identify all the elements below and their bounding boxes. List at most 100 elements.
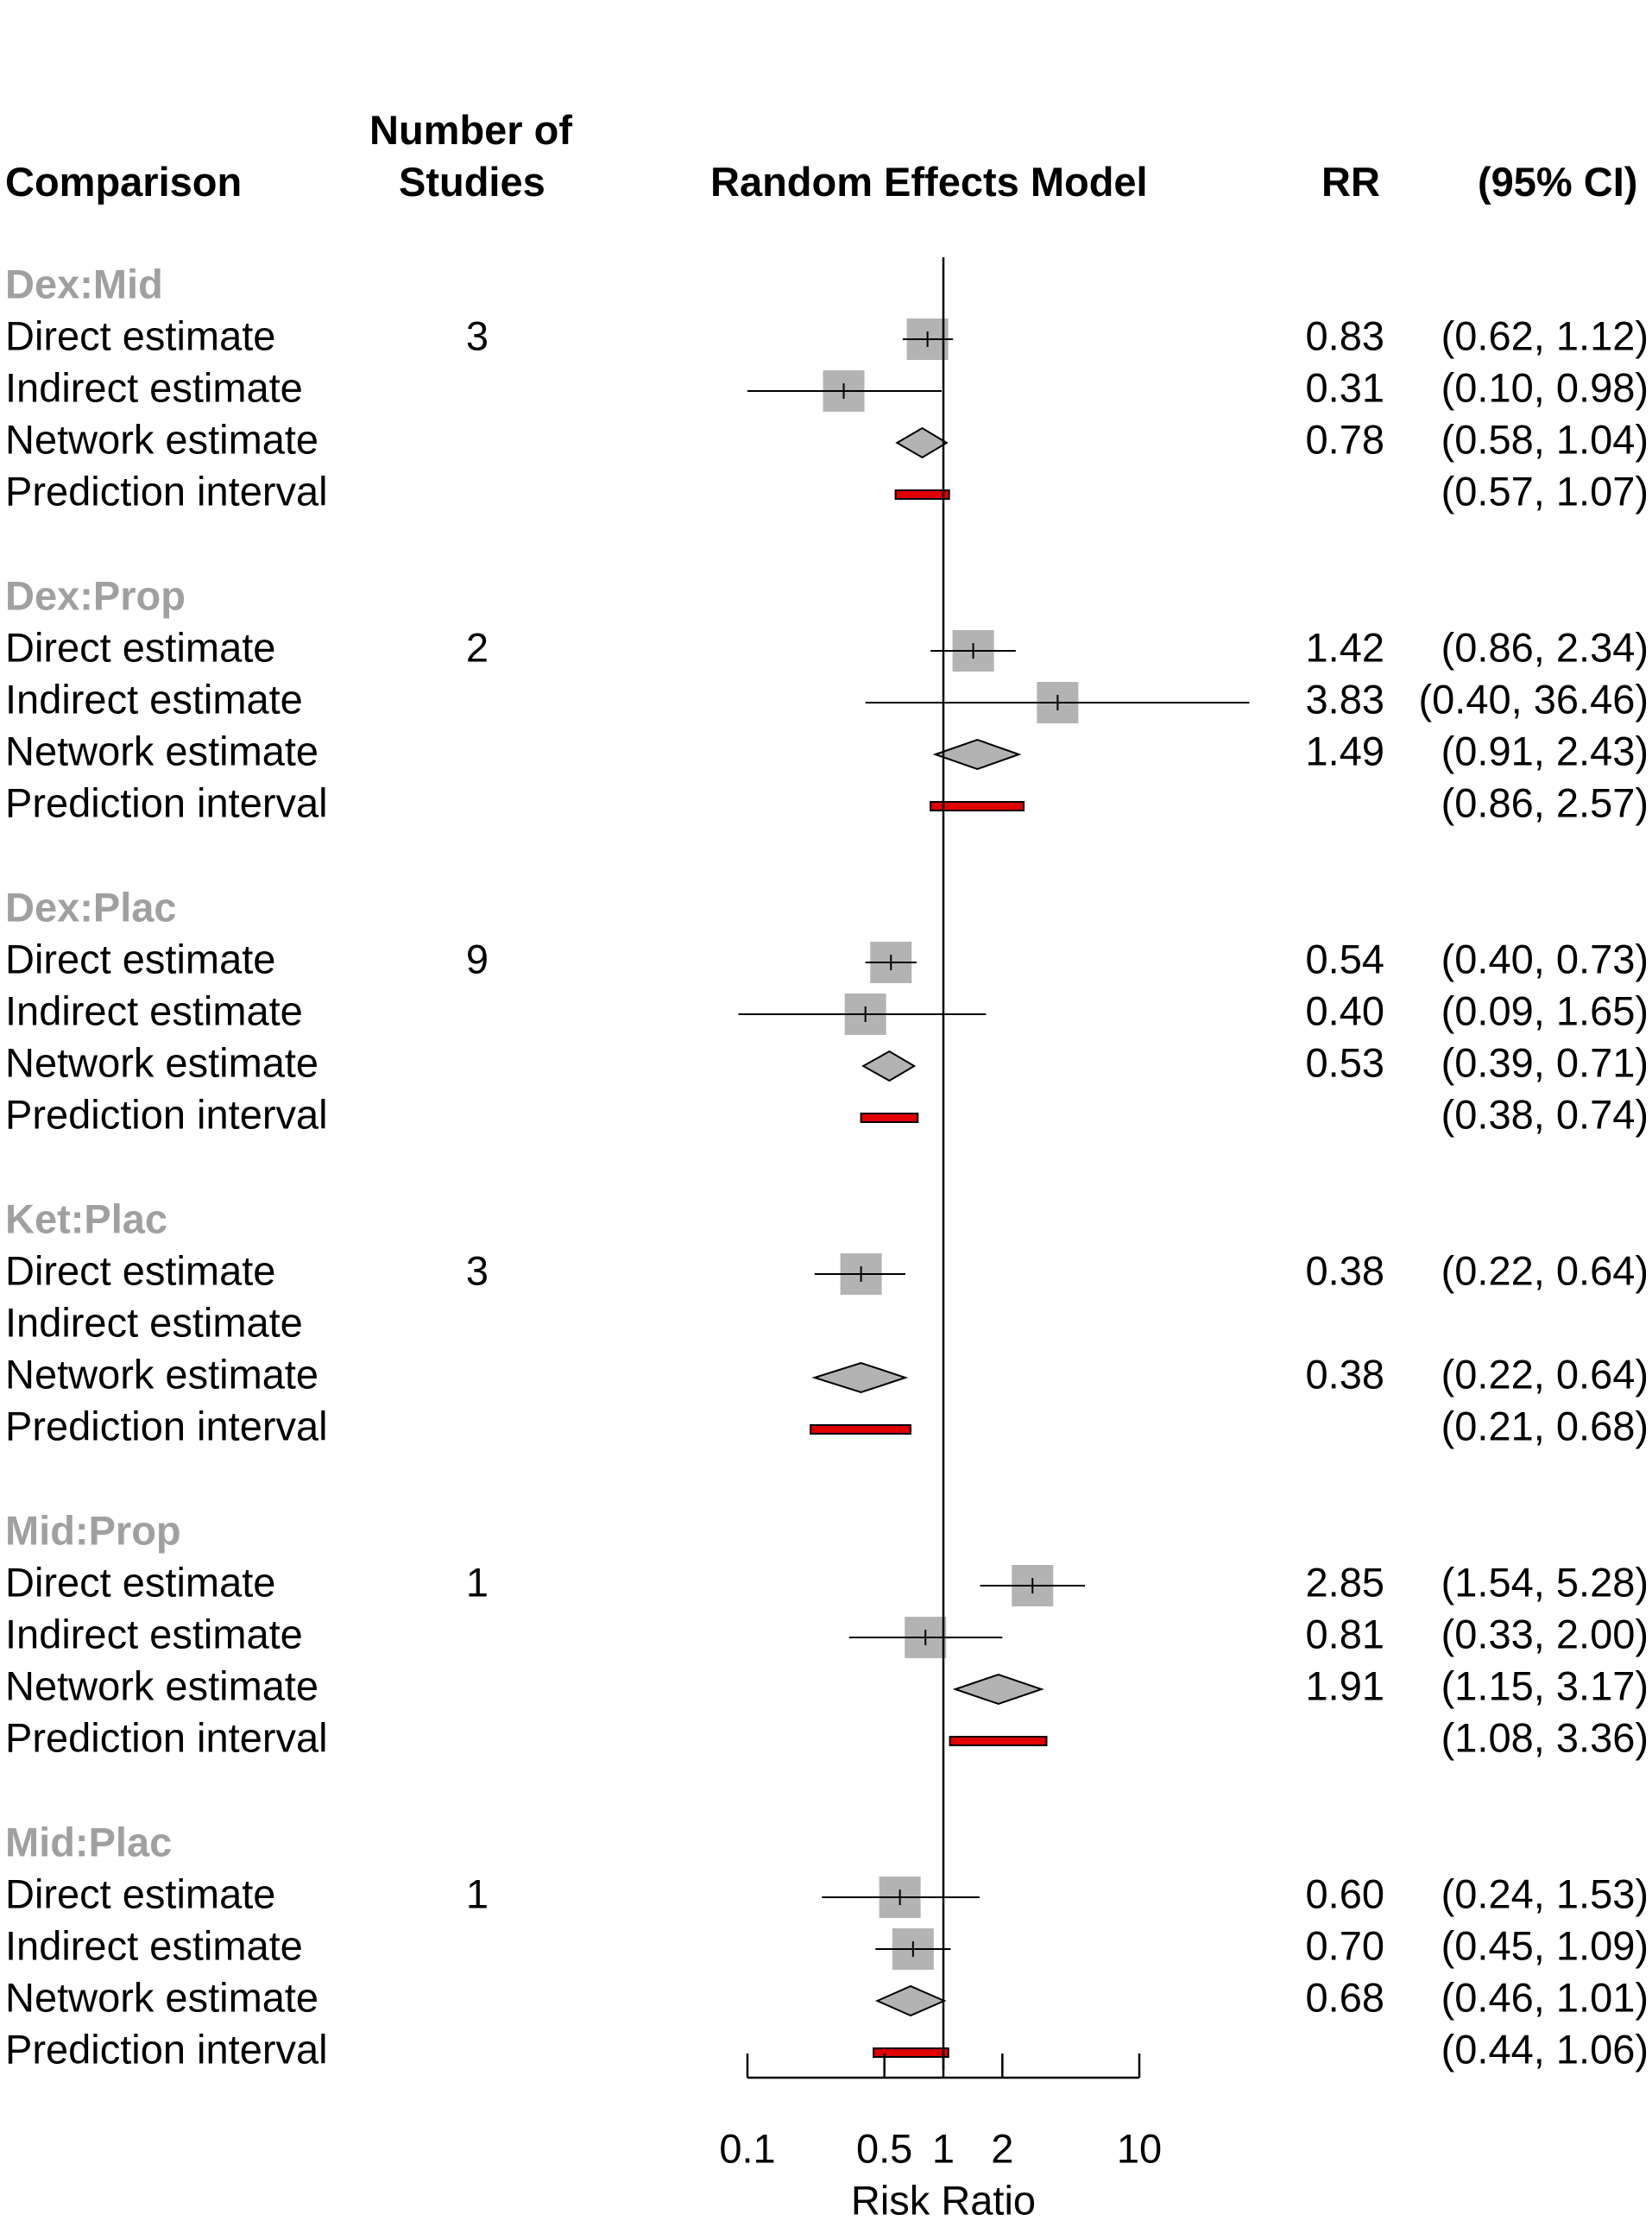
row-label: Network estimate — [5, 1351, 318, 1397]
row-label: Indirect estimate — [5, 1922, 303, 1968]
prediction-bar — [894, 489, 950, 500]
prediction-bar — [949, 1736, 1048, 1746]
rr-value: 0.68 — [1306, 1974, 1384, 2020]
x-tick-label: 2 — [991, 2125, 1013, 2171]
row-label: Prediction interval — [5, 468, 328, 514]
rr-value: 0.78 — [1306, 416, 1384, 462]
row-label: Prediction interval — [5, 779, 328, 825]
study-count: 1 — [466, 1871, 489, 1916]
ci-value: (0.86, 2.57) — [1441, 779, 1649, 825]
row-label: Direct estimate — [5, 1559, 275, 1605]
header-studies-line1: Number of — [369, 107, 572, 153]
study-count: 2 — [466, 624, 489, 670]
row-label: Indirect estimate — [5, 987, 303, 1033]
rr-value: 0.54 — [1306, 936, 1384, 981]
ci-value: (0.62, 1.12) — [1441, 312, 1649, 358]
ci-value: (0.21, 0.68) — [1441, 1403, 1649, 1448]
rr-value: 0.40 — [1306, 987, 1384, 1033]
header-ci: (95% CI) — [1478, 159, 1638, 205]
row-label: Indirect estimate — [5, 676, 303, 722]
prediction-bar — [930, 801, 1025, 811]
group-label: Mid:Plac — [5, 1819, 172, 1864]
ci-value: (0.91, 2.43) — [1441, 728, 1649, 773]
group-label: Dex:Mid — [5, 261, 163, 306]
ci-value: (0.86, 2.34) — [1441, 624, 1649, 670]
ci-value: (0.57, 1.07) — [1441, 468, 1649, 514]
row-label: Prediction interval — [5, 2026, 328, 2072]
rr-value: 0.83 — [1306, 312, 1384, 358]
ci-value: (0.22, 0.64) — [1441, 1351, 1649, 1397]
ci-value: (1.15, 3.17) — [1441, 1662, 1649, 1708]
group-label: Ket:Plac — [5, 1196, 167, 1241]
row-label: Network estimate — [5, 1974, 318, 2020]
header-rr: RR — [1321, 159, 1380, 205]
ci-value: (0.40, 0.73) — [1441, 936, 1649, 981]
ci-value: (0.46, 1.01) — [1441, 1974, 1649, 2020]
study-count: 9 — [466, 936, 489, 981]
prediction-bar — [860, 1113, 919, 1123]
x-tick-label: 0.1 — [719, 2125, 775, 2171]
row-label: Indirect estimate — [5, 364, 303, 410]
group-label: Mid:Prop — [5, 1507, 181, 1553]
group-label: Dex:Prop — [5, 572, 186, 618]
ci-value: (1.54, 5.28) — [1441, 1559, 1649, 1605]
row-label: Network estimate — [5, 1039, 318, 1085]
ci-value: (0.22, 0.64) — [1441, 1247, 1649, 1293]
row-label: Network estimate — [5, 416, 318, 462]
network-diamond — [895, 426, 949, 459]
header-model: Random Effects Model — [710, 159, 1148, 205]
rr-value: 3.83 — [1306, 676, 1384, 722]
study-count: 1 — [466, 1559, 489, 1605]
row-label: Network estimate — [5, 1662, 318, 1708]
ci-value: (0.40, 36.46) — [1418, 676, 1649, 722]
ci-value: (0.39, 0.71) — [1441, 1039, 1649, 1085]
row-label: Indirect estimate — [5, 1299, 303, 1345]
ci-value: (0.33, 2.00) — [1441, 1611, 1649, 1656]
ci-value: (0.45, 1.09) — [1441, 1922, 1649, 1968]
row-label: Direct estimate — [5, 312, 275, 358]
network-diamond — [811, 1361, 909, 1394]
study-count: 3 — [466, 312, 489, 358]
row-label: Direct estimate — [5, 936, 275, 981]
row-label: Network estimate — [5, 728, 318, 773]
study-count: 3 — [466, 1247, 489, 1293]
rr-value: 0.70 — [1306, 1922, 1384, 1968]
rr-value: 0.60 — [1306, 1871, 1384, 1916]
row-label: Direct estimate — [5, 1871, 275, 1916]
row-label: Prediction interval — [5, 1091, 328, 1137]
rr-value: 2.85 — [1306, 1559, 1384, 1605]
ci-value: (1.08, 3.36) — [1441, 1714, 1649, 1760]
rr-value: 1.91 — [1306, 1662, 1384, 1708]
x-tick-label: 1 — [932, 2125, 955, 2171]
ci-value: (0.38, 0.74) — [1441, 1091, 1649, 1137]
rr-value: 0.31 — [1306, 364, 1384, 410]
network-diamond — [874, 1984, 947, 2017]
prediction-bar — [810, 1424, 911, 1435]
x-tick-label: 10 — [1117, 2125, 1162, 2171]
network-diamond — [932, 738, 1022, 771]
row-label: Direct estimate — [5, 1247, 275, 1293]
prediction-bar — [873, 2047, 949, 2058]
rr-value: 0.53 — [1306, 1039, 1384, 1085]
group-label: Dex:Plac — [5, 884, 177, 930]
row-label: Direct estimate — [5, 624, 275, 670]
row-label: Indirect estimate — [5, 1611, 303, 1656]
rr-value: 1.49 — [1306, 728, 1384, 773]
ci-value: (0.58, 1.04) — [1441, 416, 1649, 462]
rr-value: 0.38 — [1306, 1351, 1384, 1397]
ci-value: (0.44, 1.06) — [1441, 2026, 1649, 2072]
rr-value: 1.42 — [1306, 624, 1384, 670]
x-axis-label: Risk Ratio — [851, 2177, 1036, 2223]
ci-value: (0.24, 1.53) — [1441, 1871, 1649, 1916]
x-tick-label: 0.5 — [856, 2125, 912, 2171]
ci-value: (0.10, 0.98) — [1441, 364, 1649, 410]
header-comparison: Comparison — [5, 159, 243, 205]
rr-value: 0.38 — [1306, 1247, 1384, 1293]
row-label: Prediction interval — [5, 1403, 328, 1448]
ci-value: (0.09, 1.65) — [1441, 987, 1649, 1033]
rr-value: 0.81 — [1306, 1611, 1384, 1656]
row-label: Prediction interval — [5, 1714, 328, 1760]
network-diamond — [861, 1050, 917, 1082]
